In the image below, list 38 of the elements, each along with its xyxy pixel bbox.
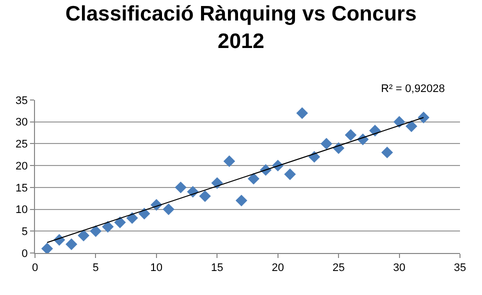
point [223,155,236,168]
y-tick-label: 10 [16,204,28,216]
point [211,177,223,189]
point [41,242,53,253]
point [236,194,248,206]
point [162,203,174,216]
y-tick-label: 15 [16,182,28,194]
point [114,216,126,228]
point [66,238,78,250]
point [174,182,187,194]
x-tick-label: 0 [32,262,38,274]
y-tick-label: 0 [22,248,28,260]
point [199,190,211,202]
point [78,230,90,242]
y-tick-label: 35 [16,94,28,107]
point [102,220,114,233]
point [248,172,260,185]
x-tick-label: 25 [332,262,345,274]
y-tick-label: 30 [16,116,28,129]
x-tick-label: 35 [454,262,466,274]
x-tick-label: 30 [393,262,406,274]
chart-title: Classificació Rànquing vs Concurs 2012 [65,2,417,53]
y-tick-label: 25 [16,138,28,151]
point [344,129,357,141]
point [320,138,332,150]
text: R² = 0,92028 [381,83,445,95]
x-tick-label: 20 [272,262,284,274]
y-tick-label: 5 [22,226,28,238]
point [406,120,418,132]
point [90,225,102,237]
point [296,107,308,119]
x-tick-label: 10 [150,262,163,274]
point [284,168,296,180]
x-tick-label: 5 [92,262,99,274]
y-tick-label: 20 [16,160,28,172]
point [126,212,138,224]
x-tick-label: 15 [211,262,224,274]
point [381,146,393,158]
